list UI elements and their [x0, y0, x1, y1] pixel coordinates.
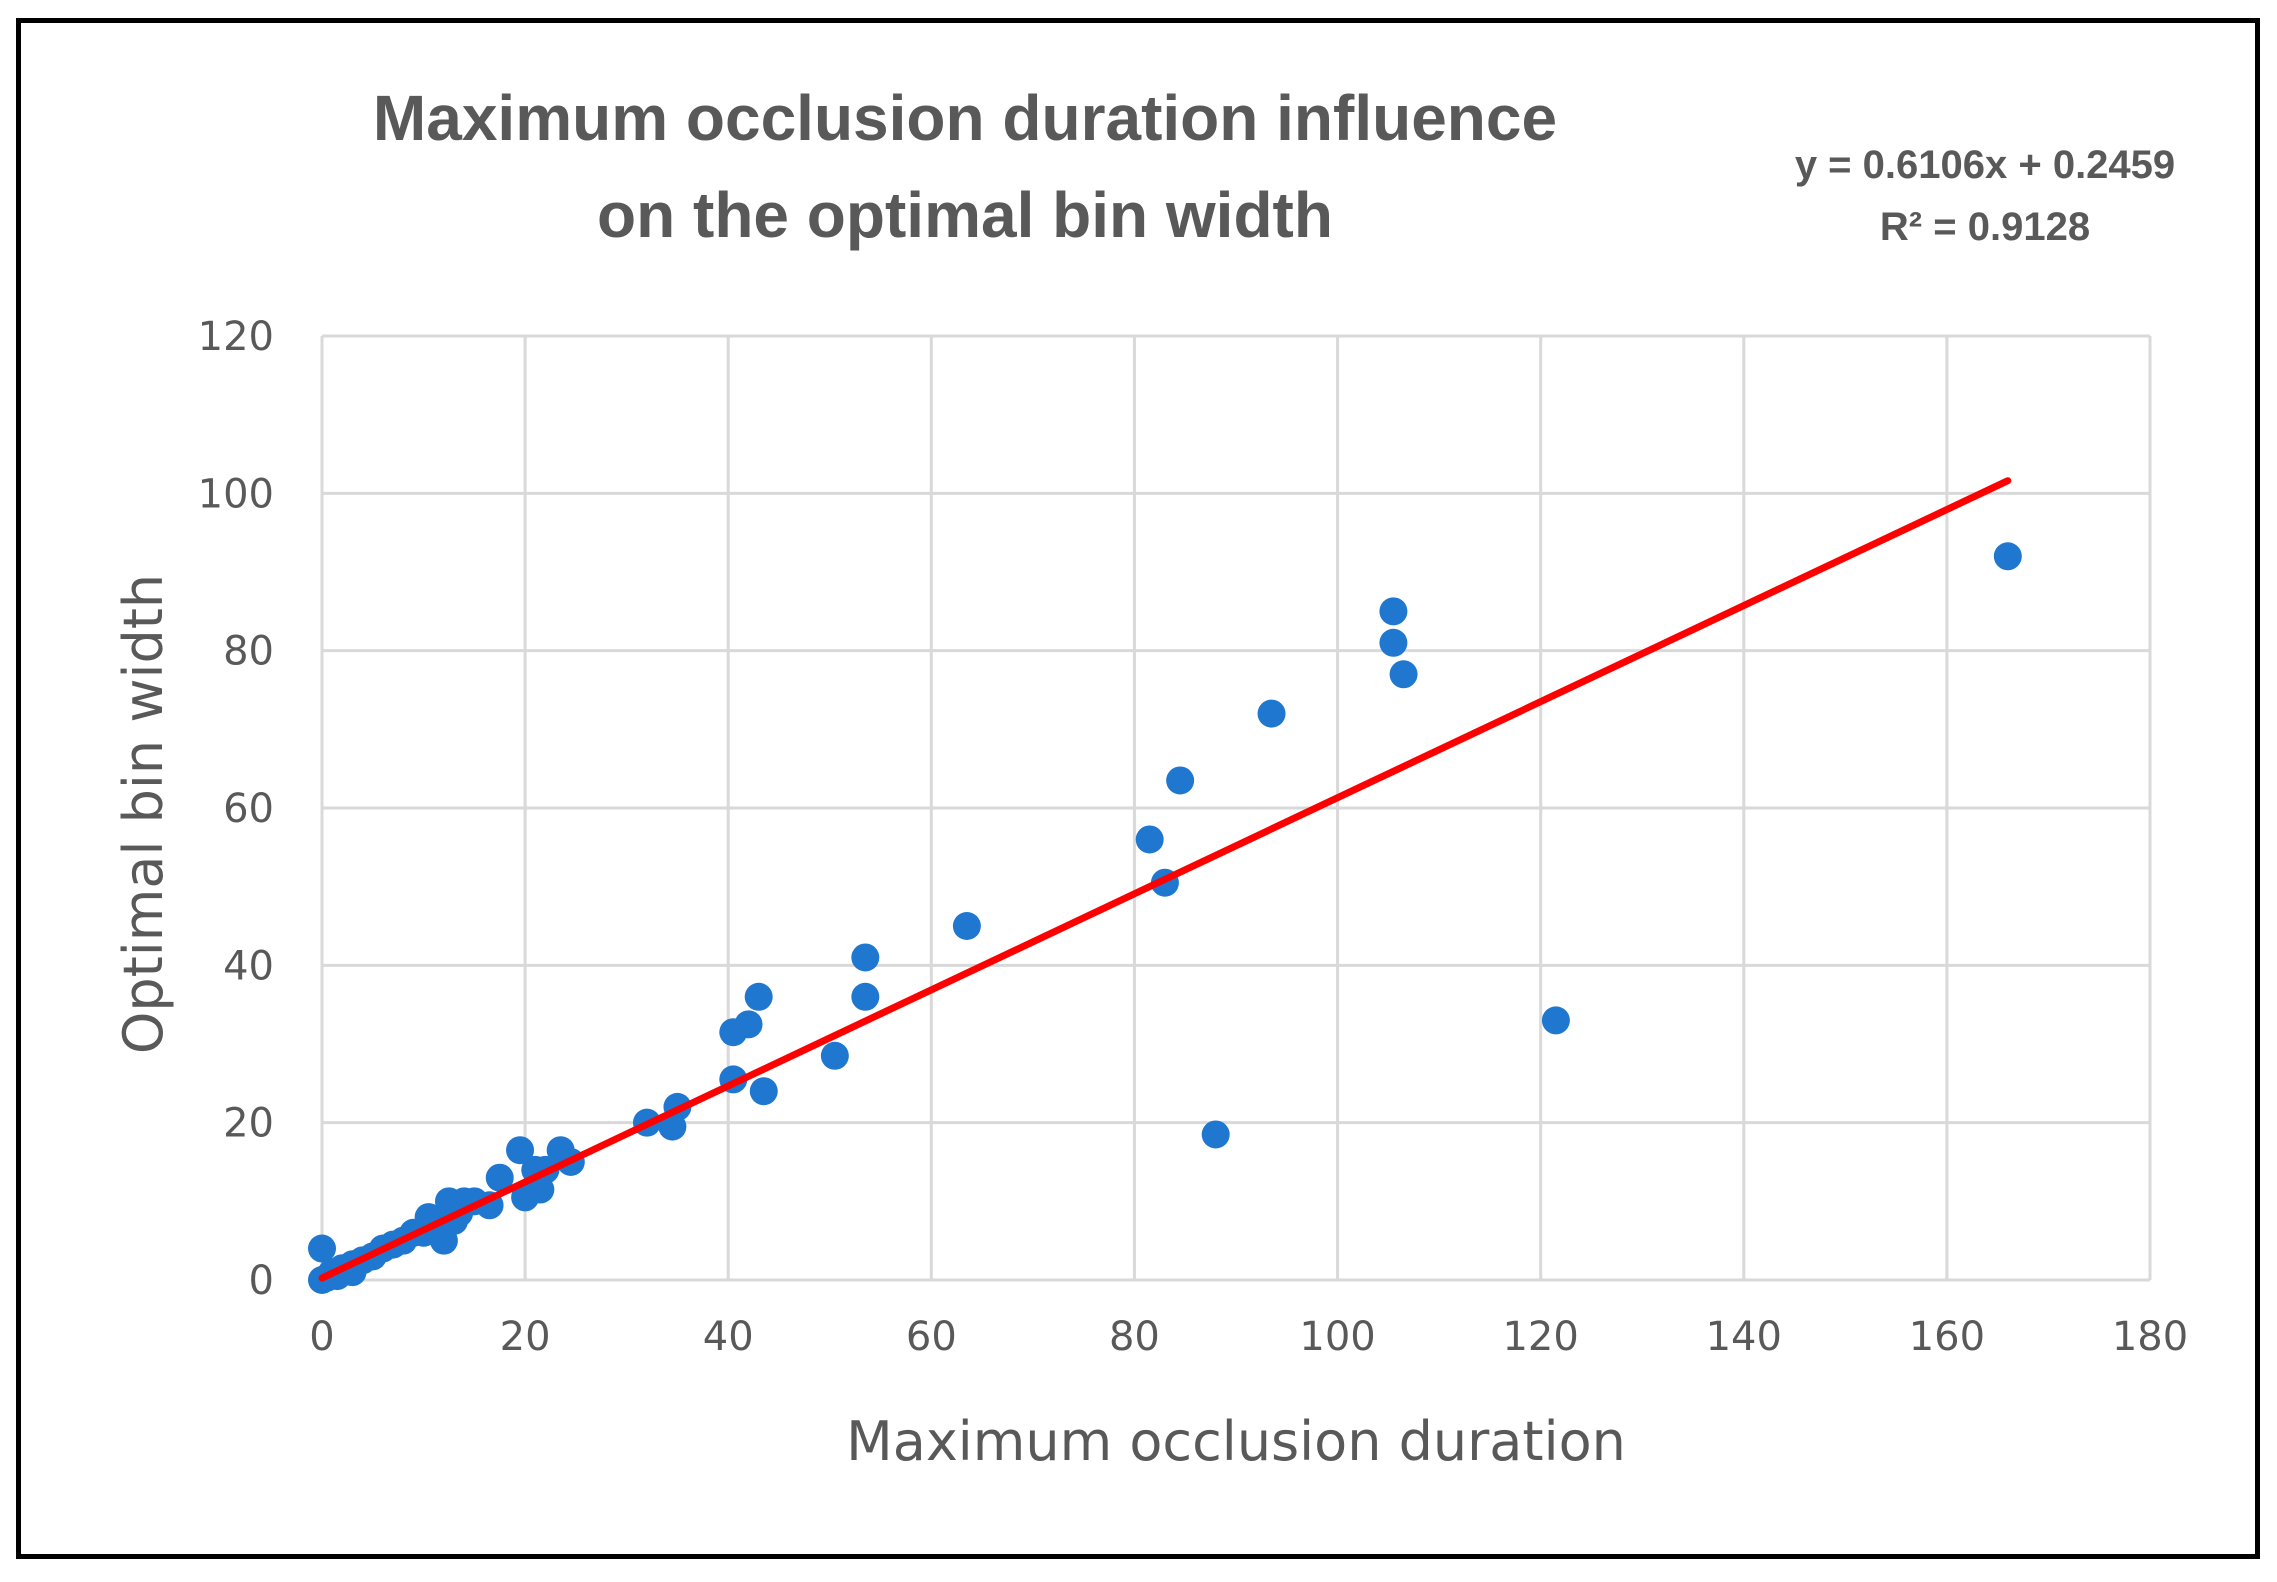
- data-point: [506, 1136, 535, 1165]
- trendline-equation: y = 0.6106x + 0.2459: [1795, 143, 2175, 187]
- data-point: [851, 982, 880, 1011]
- y-tick-label: 0: [249, 1258, 274, 1304]
- y-tick-label: 20: [223, 1101, 274, 1147]
- data-point: [1541, 1006, 1570, 1035]
- data-point: [1201, 1120, 1230, 1149]
- chart-frame: [16, 18, 2260, 1559]
- trendline: [318, 477, 2012, 1282]
- x-tick-label: 120: [1502, 1314, 1578, 1360]
- data-point: [1257, 699, 1286, 728]
- data-point: [744, 982, 773, 1011]
- x-tick-label: 0: [309, 1314, 334, 1360]
- data-point: [851, 943, 880, 972]
- gridlines: [320, 334, 2152, 1282]
- x-tick-label: 20: [500, 1314, 551, 1360]
- data-point: [1166, 766, 1195, 795]
- y-axis-title: Optimal bin width: [112, 574, 175, 1054]
- y-tick-label: 40: [223, 943, 274, 989]
- x-tick-label: 60: [906, 1314, 957, 1360]
- chart-title-line-1: Maximum occlusion duration influence: [373, 82, 1557, 154]
- data-point: [1379, 628, 1408, 657]
- data-point: [1379, 597, 1408, 626]
- x-tick-labels: 0 20 40 60 80 100 120 140 160 180: [309, 1314, 2188, 1360]
- x-tick-label: 140: [1706, 1314, 1782, 1360]
- y-tick-label: 120: [198, 314, 274, 360]
- data-points: [308, 542, 2022, 1294]
- trendline-group: [318, 477, 2012, 1282]
- data-point: [1135, 825, 1164, 854]
- x-tick-label: 160: [1909, 1314, 1985, 1360]
- y-tick-label: 60: [223, 786, 274, 832]
- y-tick-labels: 0 20 40 60 80 100 120: [198, 314, 274, 1304]
- x-tick-label: 100: [1299, 1314, 1375, 1360]
- x-tick-label: 40: [703, 1314, 754, 1360]
- data-point: [952, 912, 981, 940]
- data-point: [749, 1077, 778, 1106]
- data-point: [1389, 660, 1418, 689]
- data-point: [308, 1234, 336, 1263]
- y-tick-label: 100: [198, 471, 274, 517]
- data-point: [485, 1163, 514, 1192]
- trendline-r-squared: R² = 0.9128: [1880, 205, 2090, 249]
- data-point: [1993, 542, 2022, 571]
- data-point: [820, 1041, 849, 1070]
- x-tick-label: 80: [1109, 1314, 1160, 1360]
- y-tick-label: 80: [223, 629, 274, 675]
- x-tick-label: 180: [2112, 1314, 2188, 1360]
- chart-title-line-2: on the optimal bin width: [597, 179, 1333, 251]
- data-point: [734, 1010, 763, 1039]
- x-axis-title: Maximum occlusion duration: [846, 1410, 1626, 1473]
